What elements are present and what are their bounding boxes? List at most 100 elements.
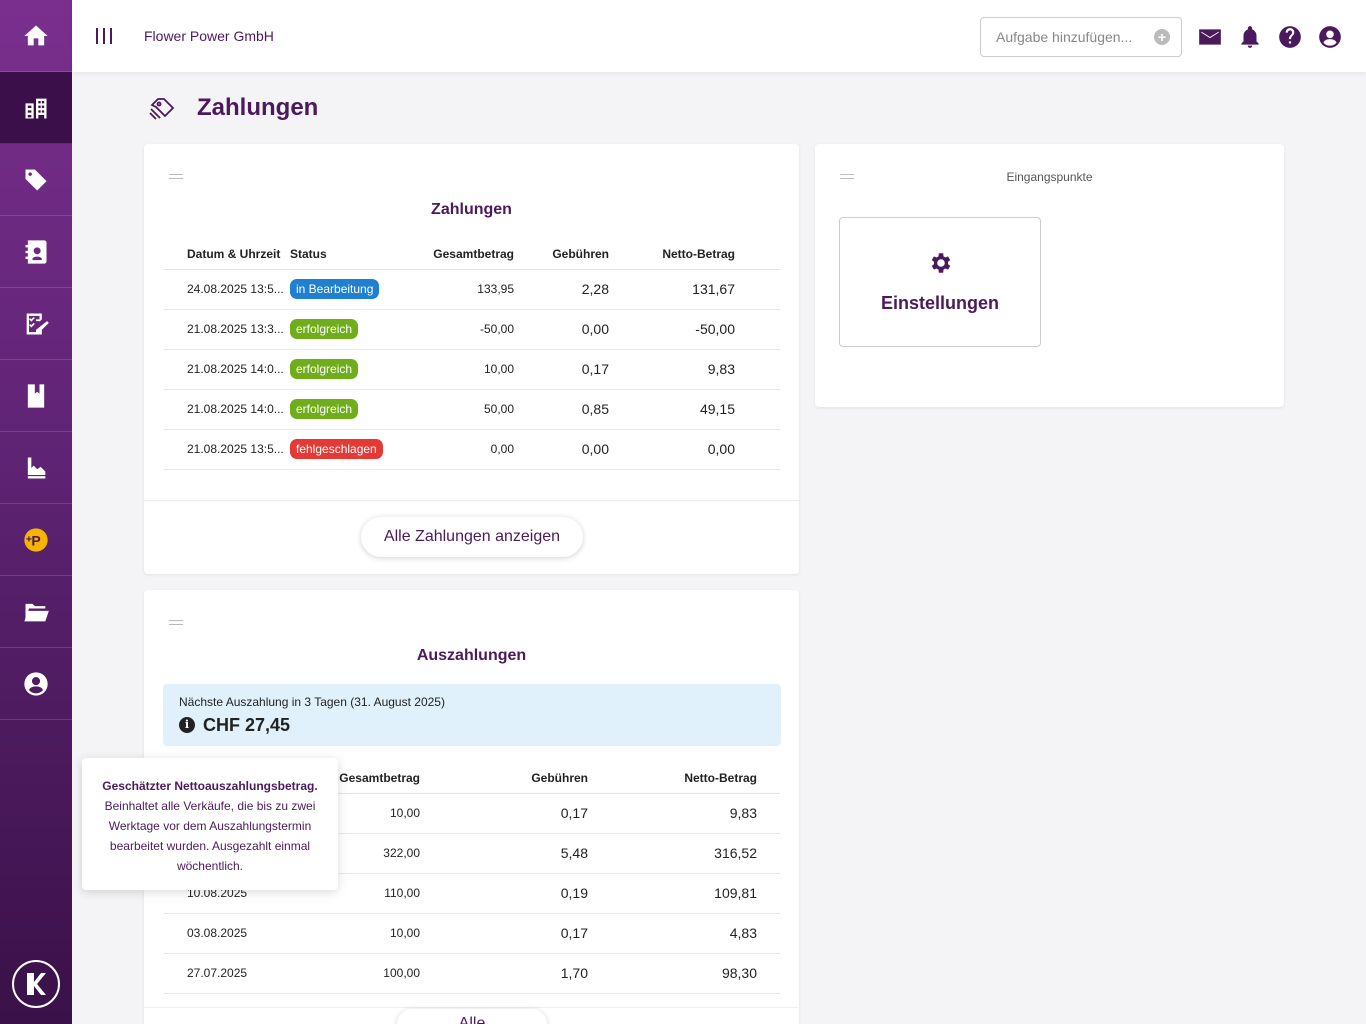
- col-header-fees[interactable]: Gebühren: [514, 239, 609, 270]
- cell-date: 21.08.2025 13:5...: [164, 429, 290, 470]
- help-button[interactable]: [1277, 24, 1303, 50]
- cell-net: 316,52: [588, 833, 757, 874]
- cell-net: -50,00: [609, 309, 735, 350]
- sidebar-item-tasks[interactable]: [0, 288, 72, 360]
- cell-date: 21.08.2025 14:0...: [164, 389, 290, 430]
- brand-logo[interactable]: [12, 960, 60, 1008]
- tooltip-heading: Geschätzter Nettoauszahlungsbetrag.: [102, 779, 318, 793]
- cell-total: 0,00: [402, 429, 514, 470]
- add-task-plus-icon[interactable]: +: [1154, 29, 1170, 45]
- payments-card-title: Zahlungen: [431, 201, 512, 218]
- sidebar-item-buildings[interactable]: [0, 72, 72, 144]
- sidebar-item-tags[interactable]: [0, 144, 72, 216]
- user-icon: [24, 671, 48, 696]
- info-icon[interactable]: i: [179, 717, 195, 733]
- status-badge: in Bearbeitung: [290, 279, 380, 299]
- mail-button[interactable]: [1197, 24, 1223, 50]
- cell-fees: 2,28: [514, 269, 609, 310]
- cell-net: 109,81: [588, 873, 757, 914]
- cell-total: 100,00: [319, 953, 420, 994]
- cell-fees: 0,00: [514, 309, 609, 350]
- tag-icon: [25, 169, 47, 190]
- sidebar-item-profile[interactable]: [0, 648, 72, 720]
- add-task-input[interactable]: [980, 17, 1182, 57]
- cell-fees: 0,00: [514, 429, 609, 470]
- next-payout-box: Nächste Auszahlung in 3 Tagen (31. Augus…: [163, 684, 781, 746]
- notifications-button[interactable]: [1237, 24, 1263, 50]
- cell-total: 10,00: [402, 349, 514, 390]
- table-row[interactable]: 24.08.2025 13:5... in Bearbeitung 133,95…: [164, 269, 780, 310]
- entry-points-card: Eingangspunkte Einstellungen: [815, 144, 1284, 407]
- cell-total: 10,00: [319, 913, 420, 954]
- settings-label: Einstellungen: [880, 293, 999, 313]
- points-icon: P+: [24, 527, 48, 552]
- checklist-icon: [26, 313, 49, 334]
- table-row[interactable]: 21.08.2025 13:3... erfolgreich -50,00 0,…: [164, 309, 780, 350]
- cell-net: 9,83: [588, 793, 757, 834]
- cell-net: 49,15: [609, 389, 735, 430]
- payouts-card-title: Auszahlungen: [416, 647, 527, 664]
- gear-icon: [931, 253, 951, 273]
- col-header-net[interactable]: Netto-Betrag: [609, 239, 735, 270]
- status-badge: erfolgreich: [290, 319, 359, 339]
- company-name[interactable]: Flower Power GmbH: [144, 28, 274, 44]
- table-row[interactable]: 21.08.2025 13:5... fehlgeschlagen 0,00 0…: [164, 429, 780, 470]
- show-all-payments-button[interactable]: Alle Zahlungen anzeigen: [361, 517, 583, 557]
- col-header-net[interactable]: Netto-Betrag: [588, 763, 757, 794]
- cell-date: 03.08.2025: [164, 913, 319, 954]
- sidebar-item-points[interactable]: P +: [0, 504, 72, 576]
- sidebar-item-home[interactable]: [0, 0, 72, 72]
- cell-total: -50,00: [402, 309, 514, 350]
- payout-info-tooltip: Geschätzter Nettoauszahlungsbetrag. Bein…: [82, 758, 338, 890]
- cell-fees: 0,19: [420, 873, 588, 914]
- cell-date: 21.08.2025 13:3...: [164, 309, 290, 350]
- col-header-total[interactable]: Gesamtbetrag: [402, 239, 514, 270]
- sidebar-item-stats[interactable]: [0, 432, 72, 504]
- sidebar-item-folder[interactable]: [0, 576, 72, 648]
- cell-fees: 0,17: [420, 913, 588, 954]
- sidebar-item-contacts[interactable]: [0, 216, 72, 288]
- cell-net: 131,67: [609, 269, 735, 310]
- topbar: Flower Power GmbH +: [72, 0, 1366, 72]
- cell-net: 98,30: [588, 953, 757, 994]
- table-row[interactable]: 27.07.2025 100,00 1,70 98,30: [164, 953, 780, 994]
- col-header-fees[interactable]: Gebühren: [420, 763, 588, 794]
- table-row[interactable]: 21.08.2025 14:0... erfolgreich 10,00 0,1…: [164, 349, 780, 390]
- cell-date: 24.08.2025 13:5...: [164, 269, 290, 310]
- drag-handle-icon[interactable]: [840, 174, 854, 179]
- payments-card: Zahlungen Datum & Uhrzeit Status Gesamtb…: [144, 144, 799, 574]
- cell-total: 50,00: [402, 389, 514, 430]
- cell-net: 9,83: [609, 349, 735, 390]
- cell-fees: 0,85: [514, 389, 609, 430]
- divider: [144, 1007, 799, 1008]
- settings-tile[interactable]: Einstellungen: [839, 217, 1041, 347]
- table-row[interactable]: 03.08.2025 10,00 0,17 4,83: [164, 913, 780, 954]
- user-circle-icon: [1319, 26, 1341, 48]
- menu-toggle-icon[interactable]: [96, 28, 112, 44]
- col-header-status[interactable]: Status: [290, 239, 402, 270]
- cell-fees: 5,48: [420, 833, 588, 874]
- buildings-icon: [25, 98, 47, 118]
- drag-handle-icon[interactable]: [169, 620, 183, 625]
- sidebar: P +: [0, 0, 72, 1024]
- payments-table: Datum & Uhrzeit Status Gesamtbetrag Gebü…: [164, 239, 780, 470]
- home-icon: [24, 25, 48, 45]
- svg-text:+: +: [26, 533, 32, 545]
- table-row[interactable]: 21.08.2025 14:0... erfolgreich 50,00 0,8…: [164, 389, 780, 430]
- next-payout-amount: CHF 27,45: [203, 715, 291, 735]
- svg-text:P: P: [31, 532, 40, 548]
- profile-button[interactable]: [1317, 24, 1343, 50]
- payments-tag-icon: [148, 95, 176, 123]
- next-payout-label: Nächste Auszahlung in 3 Tagen (31. Augus…: [179, 695, 445, 709]
- cell-date: 27.07.2025: [164, 953, 319, 994]
- page-title: Zahlungen: [197, 94, 319, 121]
- mail-icon: [1199, 29, 1221, 45]
- col-header-date[interactable]: Datum & Uhrzeit: [164, 239, 290, 270]
- sidebar-item-book[interactable]: [0, 360, 72, 432]
- show-all-payouts-button[interactable]: Alle: [397, 1009, 547, 1024]
- folder-icon: [24, 603, 49, 621]
- cell-net: 0,00: [609, 429, 735, 470]
- cell-net: 4,83: [588, 913, 757, 954]
- drag-handle-icon[interactable]: [169, 174, 183, 179]
- status-badge: erfolgreich: [290, 399, 359, 419]
